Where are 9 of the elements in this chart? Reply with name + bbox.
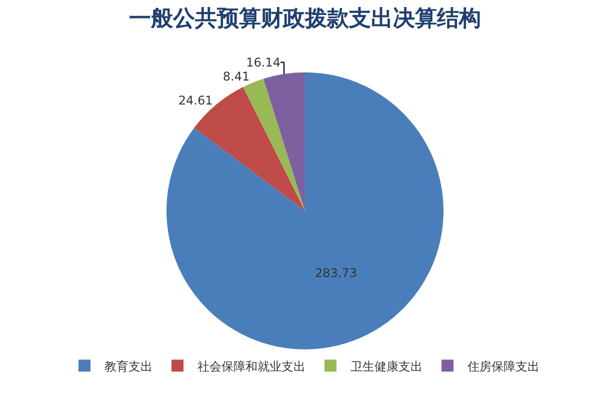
legend-label: 社会保障和就业支出 bbox=[198, 359, 306, 374]
data-label: 16.14 bbox=[246, 55, 280, 70]
chart-title: 一般公共预算财政拨款支出决算结构 bbox=[129, 5, 481, 32]
legend-label: 卫生健康支出 bbox=[350, 359, 422, 374]
data-label: 283.73 bbox=[314, 266, 357, 280]
data-label: 8.41 bbox=[222, 69, 250, 84]
data-label: 24.61 bbox=[178, 93, 213, 108]
legend-label: 教育支出 bbox=[104, 359, 152, 374]
legend-label: 住房保障支出 bbox=[466, 359, 540, 374]
